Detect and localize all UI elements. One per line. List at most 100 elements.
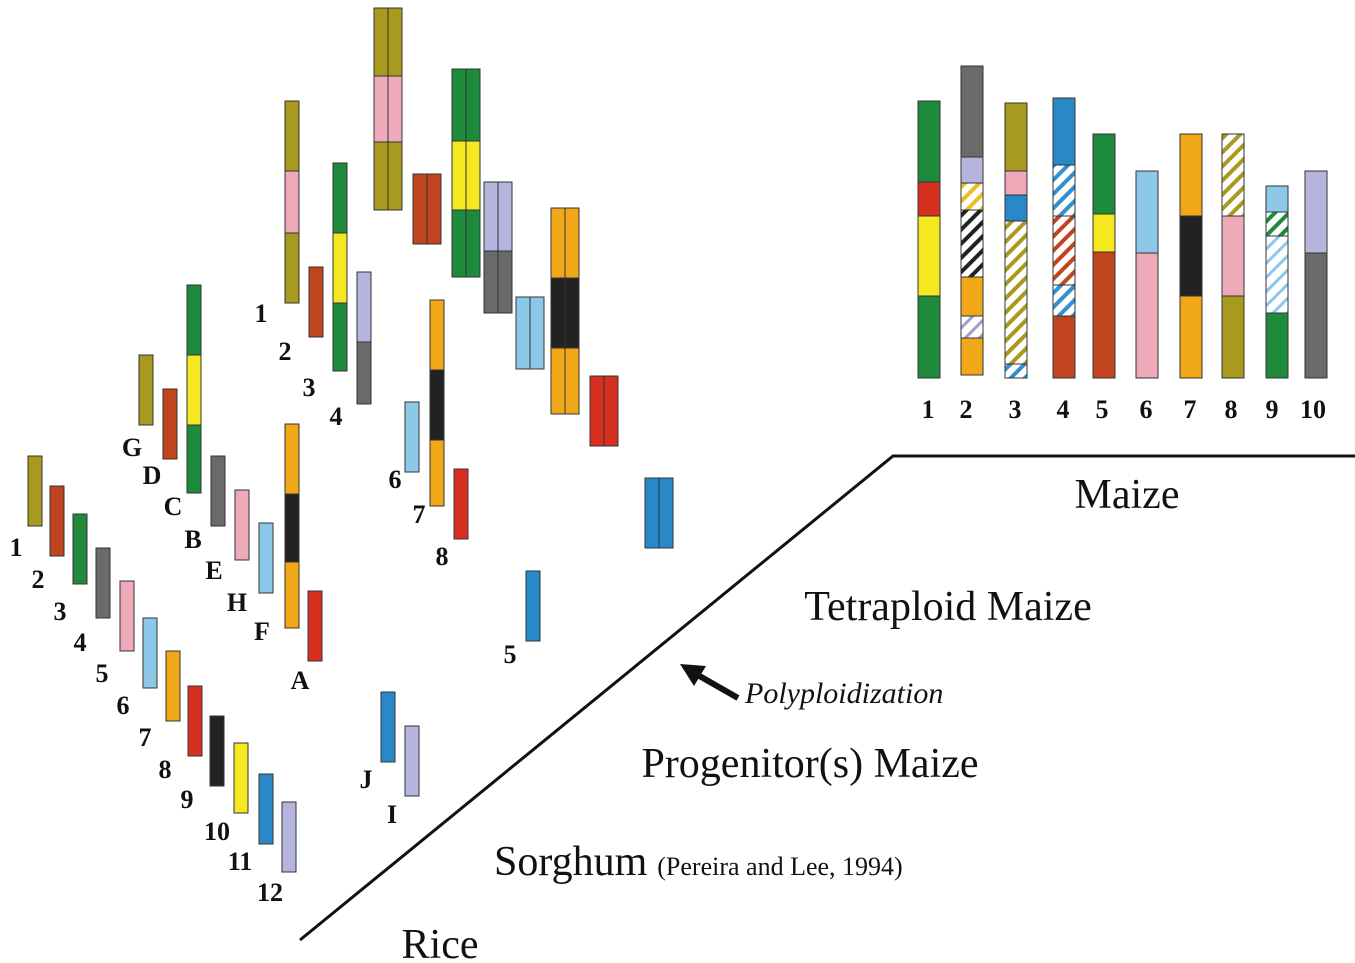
chromosome-segment: [139, 355, 153, 425]
chromosome-segment: [961, 183, 983, 210]
rice-label: 4: [74, 628, 87, 657]
chromosome-segment: [405, 402, 419, 472]
chromosome-segment: [285, 171, 299, 233]
maize-label: 8: [1225, 395, 1238, 424]
sorghum-label: J: [360, 765, 373, 794]
chromosome-segment: [1053, 165, 1075, 216]
chromosome-segment: [357, 342, 371, 404]
arrow-shaft: [696, 674, 738, 698]
chromosome-segment: [454, 469, 468, 539]
chromosome-segment: [1093, 252, 1115, 378]
chromosome-segment: [961, 157, 983, 183]
sorghum-label: H: [227, 588, 247, 617]
chromosome-segment: [918, 296, 940, 378]
maize-label: 2: [960, 395, 973, 424]
chromosome-segment: [918, 182, 940, 216]
chromosome-segment: [484, 251, 498, 313]
chromosome-segment: [285, 101, 299, 171]
chromosome-segment: [498, 251, 512, 313]
rice-label: 9: [181, 785, 194, 814]
progenitor-label: 3: [303, 373, 316, 402]
maize-label: 7: [1184, 395, 1197, 424]
rice-label: 3: [54, 597, 67, 626]
sorghum-label: I: [387, 800, 397, 829]
sorghum-label: C: [164, 492, 183, 521]
chromosome-segment: [565, 348, 579, 414]
chromosome-segment: [1180, 216, 1202, 296]
chromosome-segment: [1222, 216, 1244, 296]
chromosome-segment: [381, 692, 395, 762]
chromosome-segment: [187, 425, 201, 493]
chromosome-segment: [1005, 171, 1027, 195]
chromosome-segment: [1053, 316, 1075, 378]
chromosome-segment: [1180, 134, 1202, 216]
chromosome-segment: [1093, 134, 1115, 214]
rice-label: 12: [257, 878, 283, 907]
chromosome-segment: [961, 316, 983, 338]
chromosome-segment: [333, 233, 347, 303]
chromosome-segment: [659, 478, 673, 548]
chromosome-segment: [405, 726, 419, 796]
chromosome-labels: 123456789101112GDCBEHFAJI123467851234567…: [10, 299, 1327, 907]
chromosome-segment: [452, 141, 466, 210]
chromosome-segment: [918, 216, 940, 296]
progenitor-title: Progenitor(s) Maize: [641, 741, 978, 787]
chromosome-segment: [526, 571, 540, 641]
chromosome-segment: [1053, 285, 1075, 316]
chromosome-segment: [551, 208, 565, 278]
maize-label: 10: [1300, 395, 1326, 424]
maize-label: 3: [1009, 395, 1022, 424]
chromosome-segment: [427, 174, 441, 244]
chromosome-segment: [466, 210, 480, 277]
chromosome-segment: [388, 8, 402, 76]
sorghum-label: A: [291, 666, 310, 695]
chromosome-segment: [259, 523, 273, 593]
chromosome-segment: [308, 591, 322, 661]
sorghum-label: D: [143, 461, 162, 490]
chromosome-segment: [413, 174, 427, 244]
maize-label: 5: [1096, 395, 1109, 424]
chromosome-segment: [1222, 134, 1244, 216]
progenitor-label: 2: [279, 337, 292, 366]
sorghum-citation: (Pereira and Lee, 1994): [657, 852, 902, 881]
maize-label: 1: [922, 395, 935, 424]
chromosome-segment: [1266, 212, 1288, 236]
chromosome-segment: [466, 141, 480, 210]
chromosome-segment: [333, 303, 347, 371]
progenitor-label: 8: [436, 542, 449, 571]
chromosome-segment: [143, 618, 157, 688]
chromosome-segment: [235, 490, 249, 560]
chromosome-segment: [551, 278, 565, 348]
rice-label: 8: [159, 755, 172, 784]
chromosome-segment: [285, 494, 299, 562]
rice-title: Rice: [402, 922, 479, 963]
chromosome-segment: [120, 581, 134, 651]
maize-label: 6: [1140, 395, 1153, 424]
chromosome-segment: [961, 338, 983, 375]
chromosome-segment: [961, 277, 983, 316]
tetraploid-title: Tetraploid Maize: [804, 584, 1091, 630]
chromosome-segment: [590, 376, 604, 446]
chromosome-segment: [285, 562, 299, 628]
chromosome-segment: [1005, 195, 1027, 221]
chromosome-segment: [28, 456, 42, 526]
chromosome-segment: [1266, 313, 1288, 378]
chromosome-segment: [1053, 216, 1075, 285]
chromosome-segment: [285, 424, 299, 494]
chromosome-segment: [961, 210, 983, 277]
chromosome-segment: [1180, 296, 1202, 378]
chromosome-segment: [565, 278, 579, 348]
chromosome-segment: [188, 686, 202, 756]
progenitor-label: 6: [389, 465, 402, 494]
maize-title: Maize: [1075, 472, 1180, 518]
sorghum-heading: Sorghum(Pereira and Lee, 1994): [494, 839, 903, 885]
sorghum-label: G: [122, 433, 142, 462]
chromosome-segment: [1305, 171, 1327, 253]
chromosome-segment: [452, 210, 466, 277]
chromosome-segment: [1005, 364, 1027, 378]
chromosome-segment: [961, 66, 983, 157]
chromosome-segment: [498, 182, 512, 251]
chromosome-segment: [430, 370, 444, 440]
chromosome-segment: [73, 514, 87, 584]
chromosome-segment: [1005, 221, 1027, 364]
